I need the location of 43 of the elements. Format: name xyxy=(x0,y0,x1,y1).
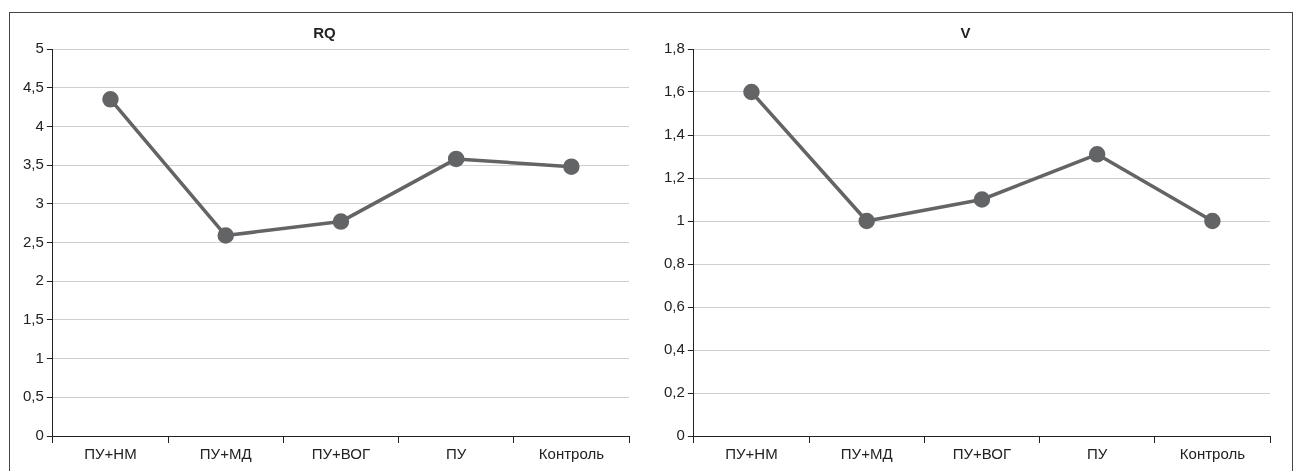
y-tick-label: 0,6 xyxy=(663,297,685,315)
x-tick-label: ПУ xyxy=(1087,445,1108,463)
y-tick-label: 3,5 xyxy=(22,155,44,173)
y-tick-label: 1 xyxy=(35,348,44,366)
chart-title: RQ xyxy=(313,24,337,42)
y-tick-label: 5 xyxy=(35,39,44,57)
chart-title: V xyxy=(960,24,971,42)
point xyxy=(743,83,760,101)
x-tick-label: ПУ xyxy=(446,445,467,463)
point xyxy=(858,212,875,230)
y-tick-label: 3 xyxy=(35,193,44,211)
point xyxy=(447,150,465,168)
y-tick-label: 1,8 xyxy=(663,39,685,57)
y-tick-label: 1,5 xyxy=(22,310,44,328)
point xyxy=(102,91,119,108)
y-tick-label: 4 xyxy=(35,116,44,134)
point xyxy=(1204,212,1221,230)
y-tick-label: 0,5 xyxy=(22,387,44,405)
y-tick-label: 0 xyxy=(35,426,44,444)
y-tick-label: 1,4 xyxy=(663,125,685,143)
y-tick-label: 4,5 xyxy=(22,77,44,95)
y-tick-label: 1 xyxy=(676,211,685,229)
point xyxy=(332,213,350,230)
x-tick-label: ПУ+МД xyxy=(199,445,252,463)
x-tick-label: Контроль xyxy=(538,445,605,463)
y-tick-label: 2 xyxy=(35,271,44,289)
point xyxy=(1088,146,1106,163)
x-tick-label: ПУ+ВОГ xyxy=(311,445,371,463)
y-tick-label: 1,2 xyxy=(663,168,685,186)
y-tick-label: 0,2 xyxy=(663,383,685,401)
y-tick-label: 0,8 xyxy=(663,254,685,272)
y-tick-label: 2,5 xyxy=(22,232,44,250)
point xyxy=(973,191,991,208)
x-tick-label: Контроль xyxy=(1179,445,1246,463)
x-tick-label: ПУ+ВОГ xyxy=(952,445,1012,463)
point xyxy=(563,158,580,175)
y-tick-label: 0,4 xyxy=(663,340,685,358)
x-tick-label: ПУ+НМ xyxy=(725,445,778,463)
x-tick-label: ПУ+НМ xyxy=(84,445,137,463)
y-tick-label: 1,6 xyxy=(663,82,685,100)
x-tick-label: ПУ+МД xyxy=(840,445,893,463)
y-tick-label: 0 xyxy=(676,426,685,444)
point xyxy=(217,227,234,244)
